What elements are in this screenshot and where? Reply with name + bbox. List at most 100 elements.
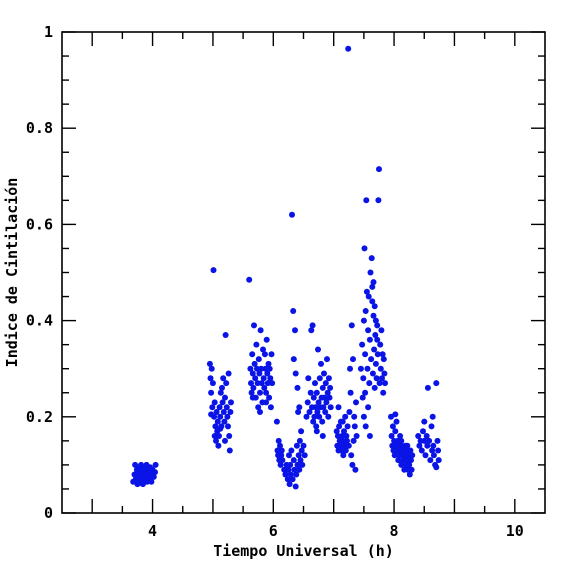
data-point [393,418,400,425]
data-point [284,476,291,483]
data-point [299,461,306,468]
data-point [206,360,213,367]
data-point [217,413,224,420]
data-point [300,442,307,449]
data-point [252,375,259,382]
data-point [215,442,222,449]
data-point [421,437,428,444]
data-point [289,211,295,218]
data-point [343,433,350,439]
data-point [424,384,431,391]
data-points [130,45,442,490]
data-point [406,461,413,468]
data-point [362,423,369,430]
data-point [246,276,253,283]
data-point [307,389,314,396]
data-point [277,442,283,449]
data-point [325,413,332,420]
data-point [319,418,326,425]
data-point [277,461,284,468]
data-point [275,437,282,444]
data-point [389,423,396,430]
data-point [382,380,388,387]
data-point [426,437,433,444]
data-point [287,471,294,478]
x-tick-label: 10 [506,522,524,540]
data-point [216,404,223,411]
data-point [348,452,355,459]
data-point [226,433,233,439]
data-point [274,447,281,454]
data-point [370,279,377,286]
data-point [326,394,333,401]
data-point [350,437,357,444]
data-point [224,413,231,420]
data-point [407,447,414,454]
y-tick-label: 0.4 [26,312,53,330]
data-point [372,332,379,338]
data-point [365,404,372,411]
data-point [310,394,317,401]
data-point [400,457,407,464]
data-point [359,341,366,348]
x-tick-label: 6 [269,522,278,540]
data-point [145,477,152,484]
data-point [319,433,326,439]
data-point [350,356,356,363]
data-point [292,370,299,377]
data-point [322,409,329,415]
data-point [379,375,385,382]
data-point [342,413,349,420]
data-point [217,389,224,396]
data-point [380,389,387,396]
data-point [360,317,367,324]
data-point [249,394,256,401]
data-point [341,428,347,435]
y-tick-label: 0.6 [26,215,53,233]
data-point [260,375,267,382]
data-point [209,380,216,387]
data-point [296,437,303,444]
y-tick-label: 1 [44,23,53,41]
data-point [221,418,228,425]
data-point [404,442,411,449]
data-point [320,404,327,411]
data-point [370,312,377,319]
data-point [427,457,434,464]
data-point [357,365,364,372]
data-point [408,457,414,464]
data-point [429,447,436,454]
data-point [255,356,262,363]
data-point [392,411,399,418]
data-point [263,399,270,406]
data-point [339,437,346,444]
data-point [395,457,402,464]
data-point [217,425,224,432]
plot-frame [61,31,546,514]
data-point [327,404,334,411]
data-point [296,404,303,411]
data-point [286,481,293,488]
data-point [264,370,271,377]
data-point [298,428,305,435]
data-point [314,409,321,415]
data-point [139,475,146,482]
data-point [223,380,230,387]
data-point [360,375,367,382]
data-point [339,433,346,439]
data-point [327,384,334,391]
data-point [316,413,323,420]
data-point [347,365,353,372]
y-axis-label: Indice de Cintilación [3,178,21,368]
data-point [258,380,265,387]
data-point [223,404,230,411]
data-point [430,452,437,459]
data-point [261,351,268,358]
data-point [278,452,285,459]
data-point [297,457,304,464]
data-point [281,466,288,473]
x-tick-label: 8 [390,522,399,540]
data-point [342,447,349,454]
y-tick-label: 0.8 [26,119,53,137]
